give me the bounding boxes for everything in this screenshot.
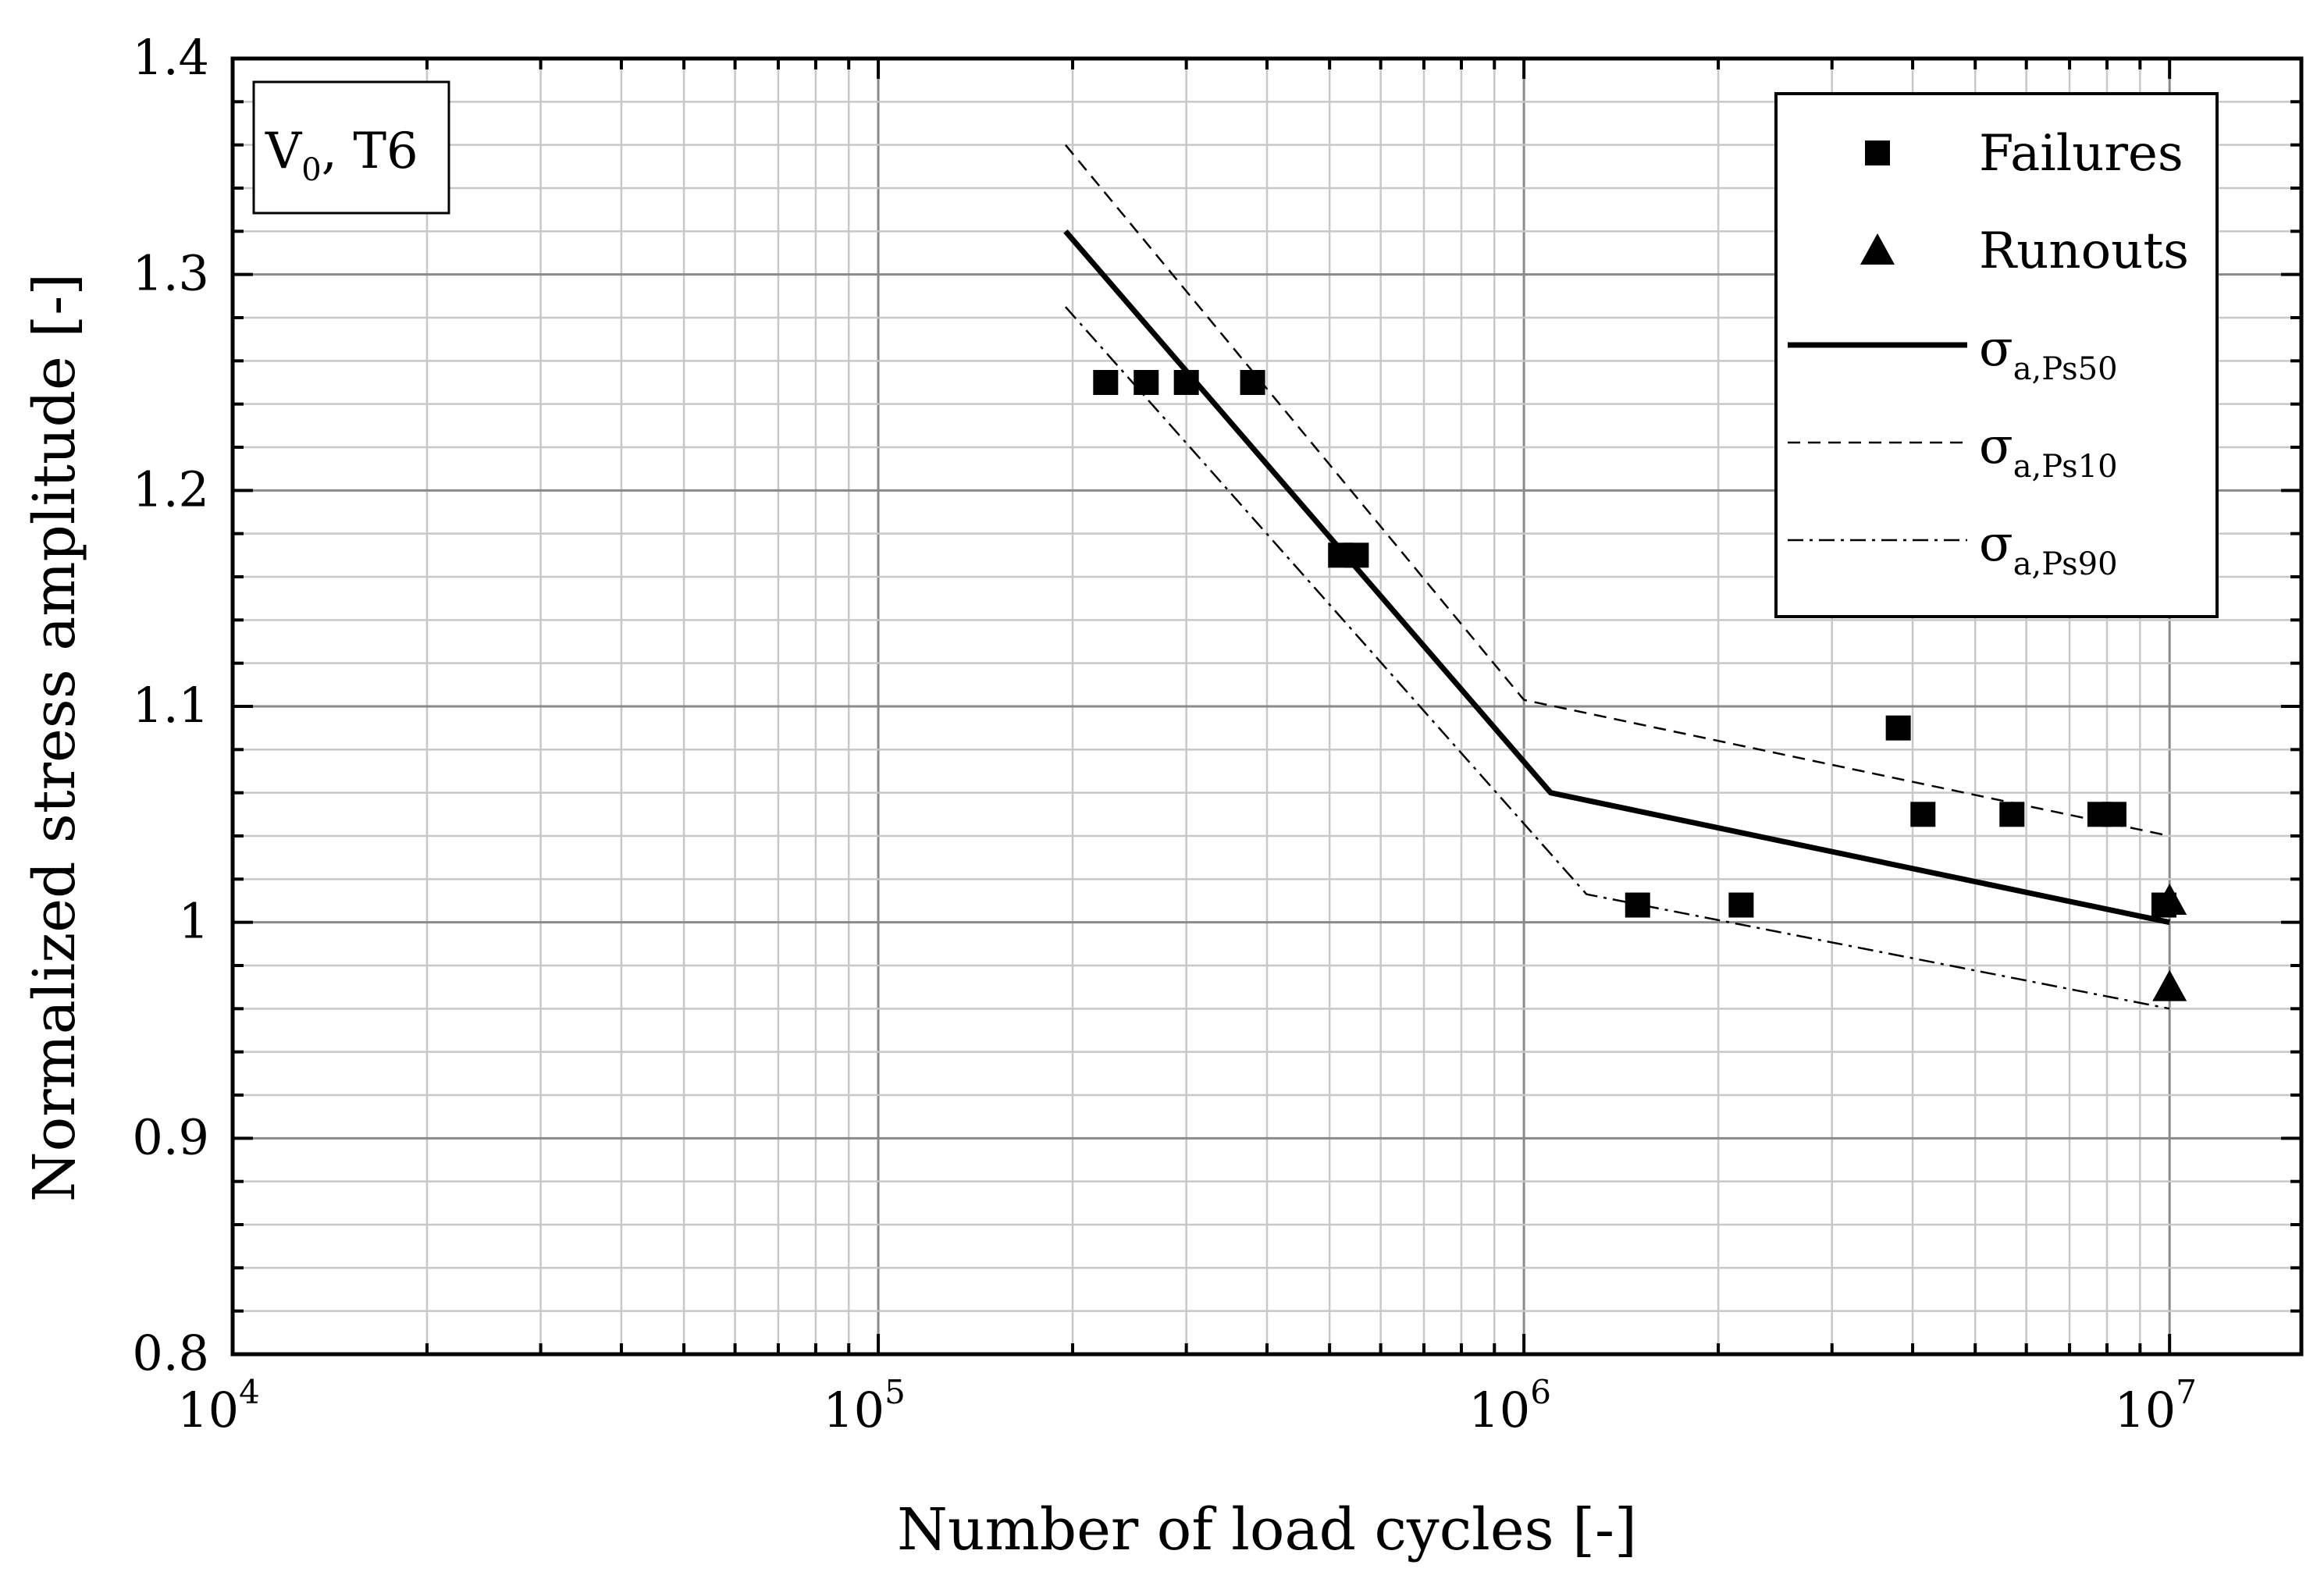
tick-labels: 104 105 106 107 0.8 0.9 1 1.1 1.2 1.3 1.4 [132, 29, 2197, 1439]
legend-square-icon [1865, 140, 1890, 165]
annotation-subscript: 0 [301, 152, 321, 188]
failure-marker [1885, 715, 1911, 741]
failure-marker [1910, 802, 1936, 827]
legend-item: Runouts [1860, 222, 2189, 280]
y-tick-label: 1 [179, 893, 209, 950]
x-axis-title: Number of load cycles [-] [897, 1496, 1637, 1563]
legend-label-subscript: a,Ps10 [2013, 449, 2118, 485]
annotation-rest: , T6 [322, 123, 418, 180]
runout-marker [2152, 884, 2187, 915]
x-tick-label: 106 [1468, 1373, 1551, 1439]
legend-label: Runouts [1979, 222, 2189, 280]
series-line-a-ps90 [1064, 306, 2170, 1010]
y-tick-label: 0.8 [132, 1325, 209, 1382]
x-tick-label-exponent: 5 [884, 1373, 906, 1411]
y-tick-label: 1.4 [132, 29, 209, 86]
annotation-box: V0, T6 [252, 80, 450, 215]
legend-label: Failures [1979, 125, 2183, 183]
failure-marker [1999, 802, 2025, 827]
series-line-a-ps10 [1064, 144, 2170, 838]
y-tick-label: 1.1 [132, 677, 209, 734]
failure-marker [1173, 370, 1199, 395]
x-tick-label-exponent: 7 [2176, 1373, 2197, 1411]
x-tick-label-exponent: 4 [239, 1373, 260, 1411]
failure-marker [1134, 370, 1159, 395]
y-tick-label: 1.2 [132, 461, 209, 517]
series-points [1093, 370, 2187, 1001]
failure-marker [1344, 542, 1369, 568]
x-tick-label: 104 [177, 1373, 260, 1439]
axis-ticks [231, 57, 2301, 1356]
x-tick-label-exponent: 6 [1530, 1373, 1551, 1411]
legend-label-subscript: a,Ps90 [2013, 546, 2118, 582]
failure-marker [1093, 370, 1119, 395]
runout-marker [2152, 969, 2187, 1001]
x-tick-label: 105 [823, 1373, 906, 1439]
legend-item: Failures [1865, 125, 2183, 183]
y-axis-title: Normalized stress amplitude [-] [21, 273, 88, 1202]
series-line-a-ps50 [1063, 229, 2170, 926]
y-tick-label: 1.3 [132, 245, 209, 302]
failure-marker [2101, 802, 2126, 827]
y-tick-label: 0.9 [132, 1108, 209, 1165]
x-tick-label: 107 [2114, 1373, 2197, 1439]
failure-marker [1240, 370, 1265, 395]
series-lines [1063, 144, 2170, 1010]
failure-marker [1625, 892, 1650, 918]
legend-label-subscript: a,Ps50 [2013, 351, 2118, 387]
annotation-label: V0, T6 [265, 123, 418, 188]
failure-marker [1728, 892, 1754, 918]
legend-triangle-icon [1860, 233, 1895, 265]
